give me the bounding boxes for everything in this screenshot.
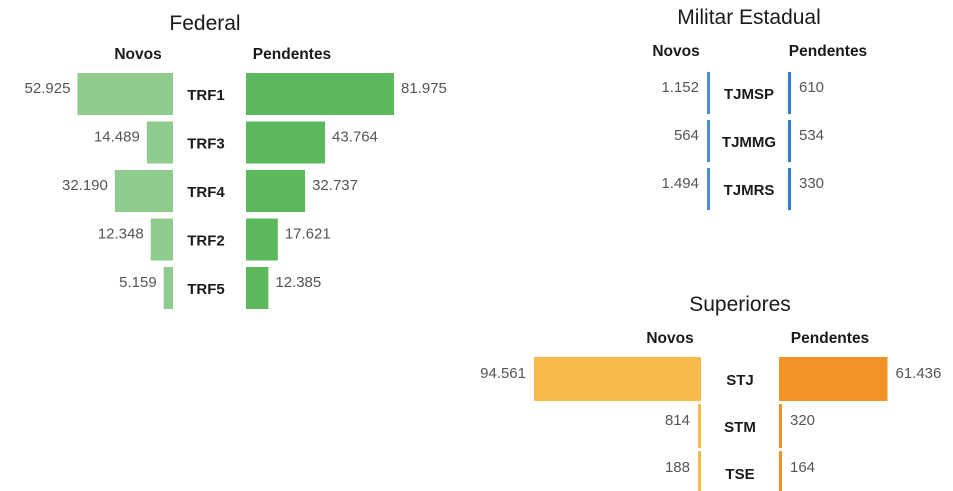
federal-category-label: TRF4	[187, 184, 225, 201]
federal-novos-value: 14.489	[94, 129, 140, 146]
superiores-title: Superiores	[689, 293, 791, 316]
superiores-novos-header: Novos	[646, 330, 693, 347]
federal-novos-value: 5.159	[119, 274, 157, 291]
superiores-novos-value: 188	[665, 459, 690, 476]
federal-category-label: TRF2	[187, 233, 225, 250]
militar-pendentes-header: Pendentes	[789, 43, 867, 60]
superiores-category-label: TSE	[725, 466, 754, 483]
federal-pendentes-bar	[246, 170, 306, 212]
militar-estadual-pendentes-bar	[788, 120, 791, 162]
militar-estadual-panel: Militar Estadual Novos Pendentes TJMSP 1.…	[652, 6, 867, 210]
federal-novos-header: Novos	[114, 46, 161, 63]
superiores-pendentes-value: 320	[790, 412, 815, 429]
militar-estadual-pendentes-bar	[788, 72, 791, 114]
militar-estadual-novos-value: 564	[674, 127, 699, 144]
superiores-panel: Superiores Novos Pendentes STJ 94.561 61.4…	[480, 293, 941, 491]
superiores-pendentes-bar	[779, 357, 888, 401]
federal-novos-value: 32.190	[62, 177, 108, 194]
militar-estadual-novos-value: 1.152	[661, 79, 699, 96]
superiores-category-label: STJ	[726, 372, 754, 389]
federal-novos-value: 52.925	[25, 80, 71, 97]
federal-title: Federal	[169, 12, 240, 35]
militar-novos-header: Novos	[652, 43, 699, 60]
federal-novos-bar	[146, 121, 173, 164]
superiores-pendentes-header: Pendentes	[791, 330, 869, 347]
militar-estadual-pendentes-value: 610	[799, 79, 824, 96]
federal-pendentes-value: 81.975	[401, 80, 447, 97]
federal-pendentes-value: 43.764	[332, 129, 378, 146]
militar-estadual-category-label: TJMSP	[724, 86, 774, 103]
federal-novos-bar	[150, 218, 173, 261]
superiores-novos-bar	[698, 404, 701, 448]
superiores-category-label: STM	[724, 419, 756, 436]
superiores-pendentes-bar	[779, 451, 782, 491]
superiores-pendentes-value: 164	[790, 459, 815, 476]
militar-estadual-category-label: TJMMG	[722, 134, 776, 151]
militar-estadual-pendentes-value: 330	[799, 175, 824, 192]
superiores-novos-value: 814	[665, 412, 690, 429]
federal-pendentes-header: Pendentes	[253, 46, 331, 63]
superiores-pendentes-bar	[779, 404, 782, 448]
superiores-pendentes-value: 61.436	[895, 365, 941, 382]
federal-novos-bar	[114, 170, 173, 212]
federal-category-label: TRF1	[187, 87, 225, 104]
federal-pendentes-bar	[246, 218, 278, 261]
militar-estadual-novos-bar	[707, 168, 710, 210]
militar-estadual-novos-bar	[707, 120, 710, 162]
federal-novos-bar	[163, 267, 173, 309]
militar-estadual-category-label: TJMRS	[724, 182, 775, 199]
federal-category-label: TRF3	[187, 136, 225, 153]
superiores-novos-bar	[534, 357, 701, 401]
federal-novos-value: 12.348	[98, 226, 144, 243]
superiores-novos-bar	[698, 451, 701, 491]
militar-estadual-novos-bar	[707, 72, 710, 114]
superiores-novos-value: 94.561	[480, 365, 526, 382]
federal-novos-bar	[77, 73, 173, 115]
federal-pendentes-bar	[246, 73, 394, 115]
federal-category-label: TRF5	[187, 281, 225, 298]
federal-pendentes-bar	[246, 121, 326, 164]
militar-estadual-pendentes-value: 534	[799, 127, 824, 144]
militar-title: Militar Estadual	[677, 6, 821, 29]
militar-estadual-novos-value: 1.494	[661, 175, 699, 192]
federal-pendentes-bar	[246, 267, 269, 309]
militar-estadual-pendentes-bar	[788, 168, 791, 210]
federal-pendentes-value: 12.385	[275, 274, 321, 291]
federal-pendentes-value: 32.737	[312, 177, 358, 194]
federal-pendentes-value: 17.621	[285, 226, 331, 243]
federal-panel: Federal Novos Pendentes TRF1 52.925 81.975…	[25, 12, 447, 309]
